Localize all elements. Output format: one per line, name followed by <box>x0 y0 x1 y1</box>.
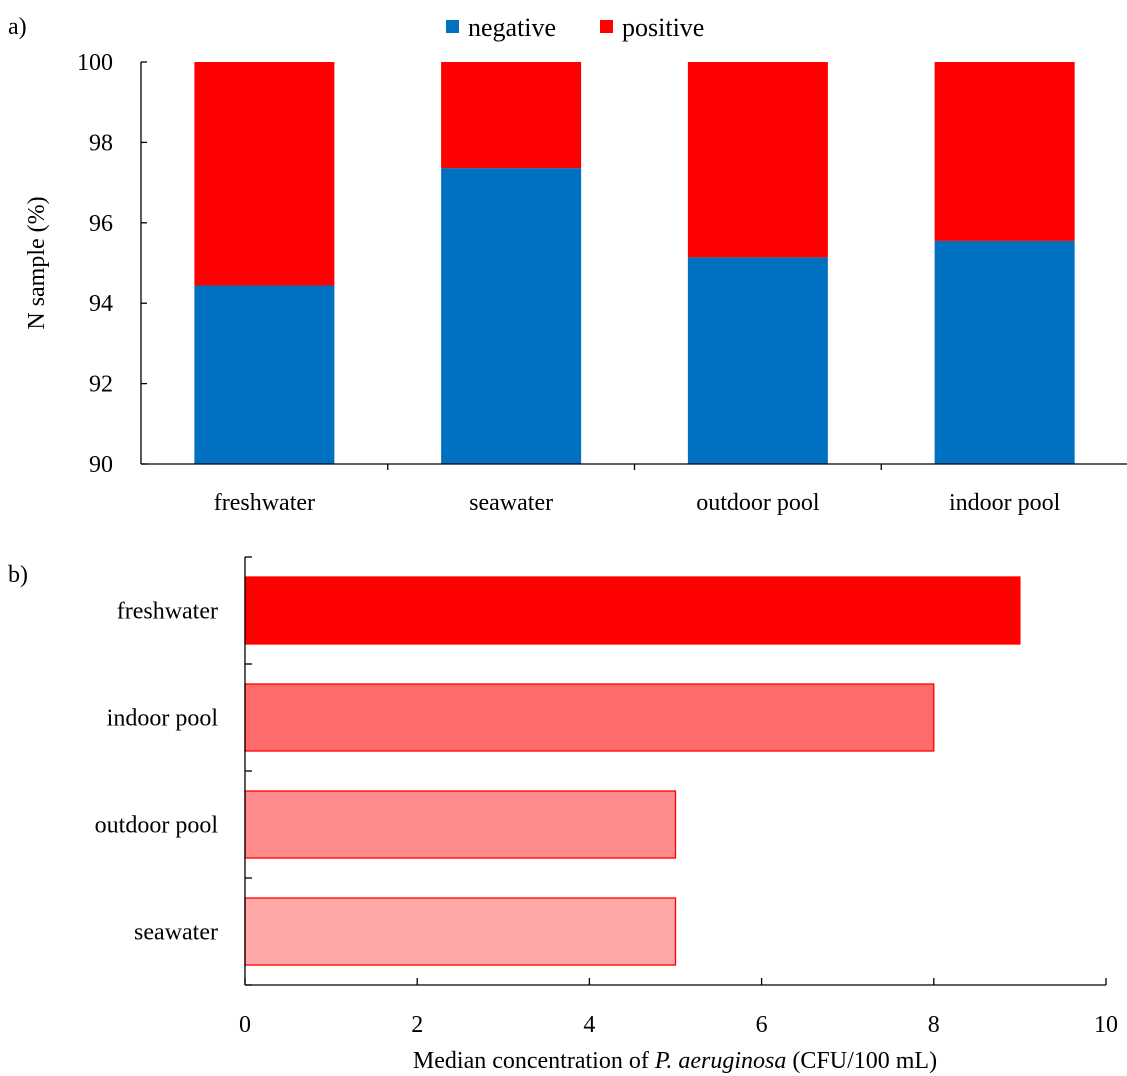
panel-a-chart: freshwater seawater outdoor pool indoor poo… <box>77 50 1127 516</box>
panel-b-y-tick-label: outdoor pool <box>95 813 219 839</box>
bar-positive-indoor-pool <box>934 62 1075 241</box>
panel-a-x-tick-label: seawater <box>469 490 553 516</box>
panel-a-label: a) <box>8 14 27 40</box>
legend-label-negative: negative <box>468 13 556 42</box>
bar-negative-outdoor-pool <box>687 257 828 464</box>
bar-positive-seawater <box>441 62 582 169</box>
panel-a-legend: negative positive <box>446 13 704 42</box>
bar-negative-indoor-pool <box>934 240 1075 464</box>
panel-b-x-tick-label: 4 <box>583 1012 595 1038</box>
panel-b-x-tick-label: 6 <box>756 1012 768 1038</box>
bar-negative-seawater <box>441 168 582 465</box>
panel-b-x-tick-label: 10 <box>1094 1012 1118 1038</box>
bar-outdoor-pool <box>244 790 677 859</box>
panel-a-y-tick-label: 90 <box>89 452 113 478</box>
panel-a-y-axis-title: N sample (%) <box>24 196 50 329</box>
panel-b-x-tick-label: 0 <box>239 1012 251 1038</box>
bar-positive-outdoor-pool <box>687 62 828 258</box>
panel-b-label: b) <box>8 562 28 588</box>
panel-a-x-tick-label: freshwater <box>214 490 315 516</box>
legend-label-positive: positive <box>622 13 704 42</box>
panel-b-x-axis-title-part-1: Median concentration of <box>413 1048 655 1074</box>
panel-b-y-tick-label: indoor pool <box>107 706 219 732</box>
panel-b-x-tick-label: 2 <box>411 1012 423 1038</box>
bar-negative-freshwater <box>194 285 335 464</box>
panel-b-y-tick-label: freshwater <box>117 599 218 625</box>
legend-swatch-positive <box>600 20 613 33</box>
panel-b-y-tick-label: seawater <box>134 920 218 946</box>
panel-a-x-tick-label: indoor pool <box>949 490 1061 516</box>
panel-a-y-tick-label: 92 <box>89 372 113 398</box>
panel-a-y-tick-label: 98 <box>89 130 113 156</box>
panel-b-x-axis-title: Median concentration of P. aeruginosa (C… <box>413 1048 937 1074</box>
panel-b-x-axis-title-part-3: (CFU/100 mL) <box>786 1048 937 1074</box>
bar-seawater <box>244 897 677 966</box>
panel-a-y-tick-label: 96 <box>89 211 113 237</box>
bar-indoor-pool <box>244 683 935 752</box>
panel-a-x-tick-label: outdoor pool <box>696 490 820 516</box>
panel-b-x-axis-title-species: P. aeruginosa <box>654 1048 787 1074</box>
panel-a-y-tick-label: 94 <box>89 291 113 317</box>
panel-b-x-tick-label: 8 <box>928 1012 940 1038</box>
bar-positive-freshwater <box>194 62 335 286</box>
panel-a-y-tick-label: 100 <box>77 50 113 76</box>
legend-swatch-negative <box>446 20 459 33</box>
panel-b-chart: freshwater indoor pool outdoor pool seawate… <box>95 556 1118 1038</box>
bar-freshwater <box>244 576 1021 645</box>
